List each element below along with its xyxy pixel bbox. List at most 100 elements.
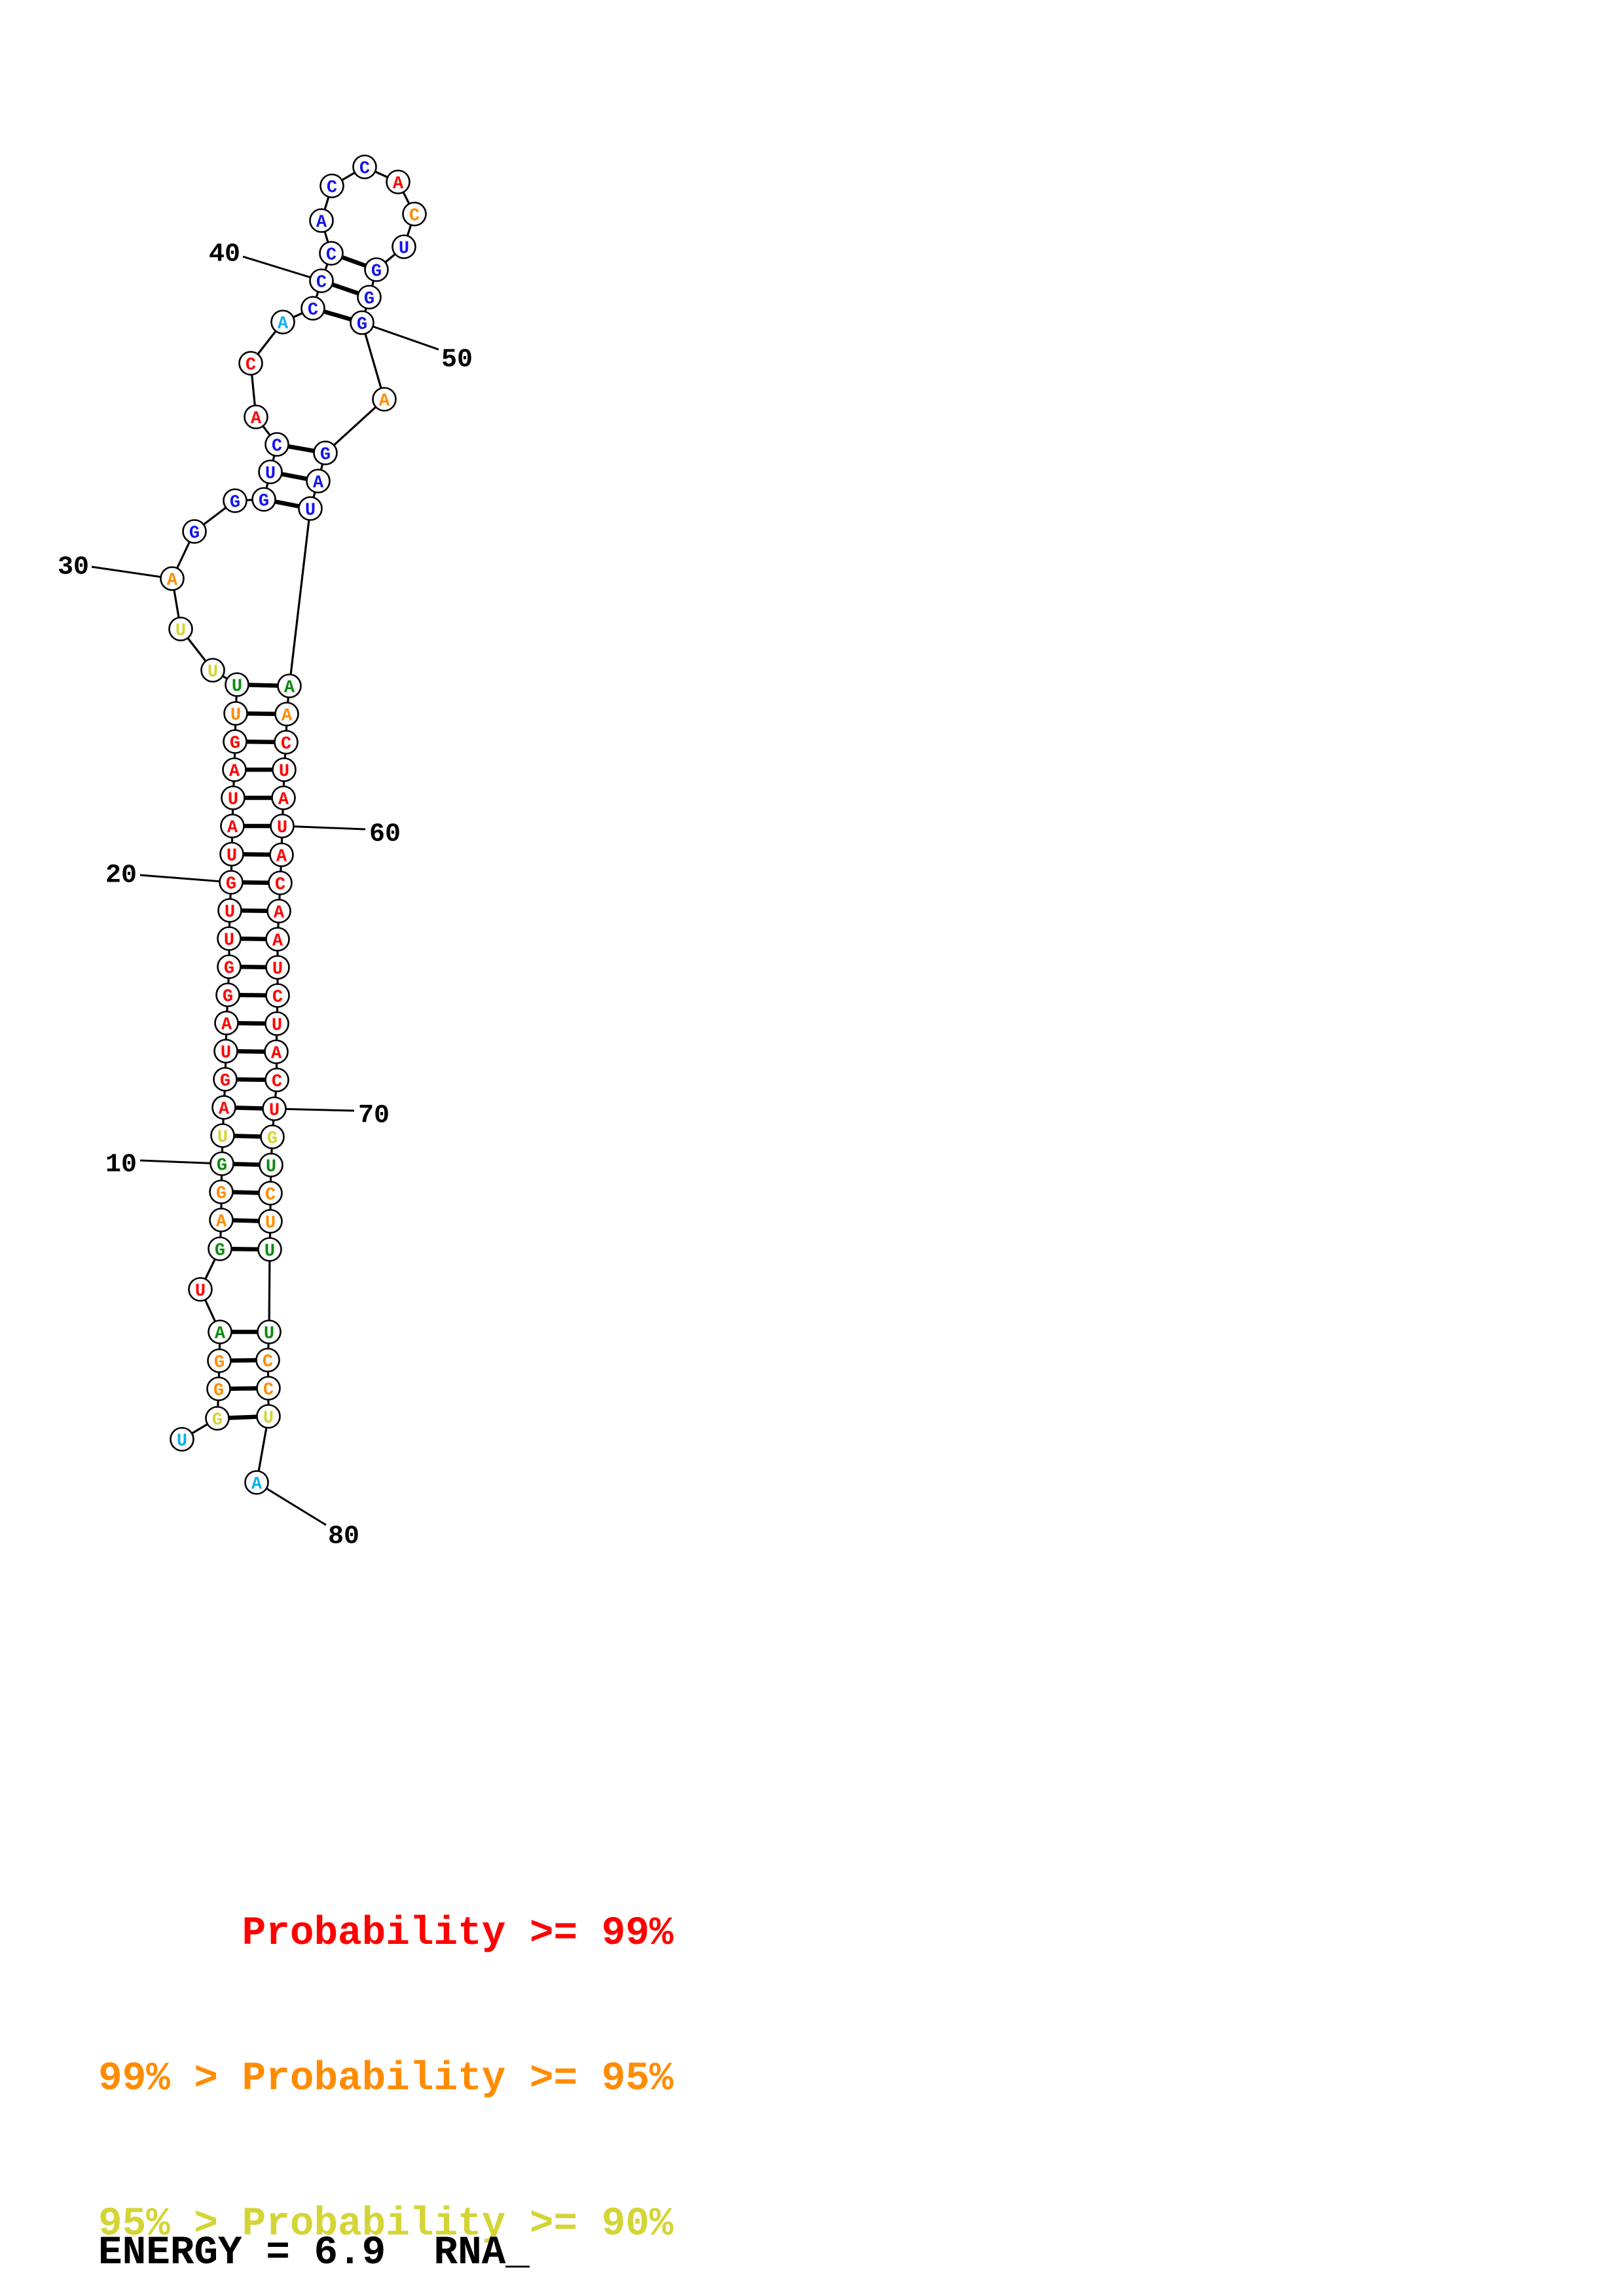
nucleotide-base: A	[219, 1100, 230, 1120]
position-leader-line	[256, 1481, 327, 1526]
nucleotide-base: U	[277, 819, 287, 838]
nucleotide-base: U	[208, 663, 218, 683]
nucleotide-base: U	[305, 501, 316, 521]
position-label: 20	[105, 861, 137, 890]
nucleotide-base: U	[265, 465, 276, 484]
nucleotide-circle	[251, 487, 276, 512]
nucleotide-circle	[257, 1237, 282, 1262]
nucleotide-base: G	[217, 1157, 227, 1176]
nucleotide-circle	[244, 1470, 269, 1495]
nucleotide-circle	[372, 387, 397, 412]
nucleotide-circle	[269, 842, 294, 867]
backbone-bond	[268, 1249, 271, 1333]
nucleotide-circle	[352, 154, 377, 179]
nucleotide-circle	[301, 296, 325, 321]
nucleotide-circle	[259, 1153, 283, 1177]
nucleotide-base: G	[364, 290, 374, 310]
nucleotide-base: G	[220, 1072, 230, 1092]
nucleotide-circle	[211, 1095, 236, 1120]
nucleotide-base: G	[230, 493, 240, 513]
nucleotide-base: U	[272, 1016, 282, 1036]
nucleotide-circle	[265, 955, 290, 980]
nucleotide-base: A	[227, 819, 238, 838]
position-label: 30	[58, 552, 89, 582]
nucleotide-circle	[258, 1209, 283, 1234]
nucleotide-circle	[264, 1067, 289, 1092]
nucleotide-base: C	[316, 274, 327, 293]
nucleotide-base: U	[399, 240, 409, 259]
nucleotide-base: C	[272, 1073, 282, 1092]
position-label: 10	[105, 1150, 137, 1179]
nucleotide-base: U	[232, 677, 242, 697]
nucleotide-base: C	[263, 1353, 273, 1372]
nucleotide-circle	[220, 814, 245, 838]
nucleotide-base: U	[217, 1128, 228, 1148]
nucleotide-circle	[264, 432, 289, 457]
nucleotide-circle	[257, 1319, 282, 1344]
nucleotide-base: A	[284, 679, 295, 698]
nucleotide-circle	[264, 1039, 289, 1064]
nucleotide-base: A	[271, 1045, 282, 1064]
nucleotide-circle	[319, 173, 344, 198]
nucleotide-circle	[402, 202, 427, 226]
nucleotide-base: C	[281, 735, 291, 755]
nucleotide-circle	[209, 1208, 234, 1232]
nucleotide-base: A	[393, 175, 404, 194]
nucleotide-base: U	[266, 1158, 276, 1177]
nucleotide-circle	[208, 1319, 232, 1344]
nucleotide-base: A	[272, 932, 283, 952]
nucleotide-base: C	[272, 988, 283, 1008]
nucleotide-base: U	[269, 1102, 280, 1121]
nucleotide-base: A	[251, 410, 262, 429]
nucleotide-base: U	[177, 1432, 187, 1452]
nucleotide-circle	[386, 170, 410, 194]
nucleotide-base: G	[216, 1185, 227, 1204]
nucleotide-base: U	[221, 1044, 231, 1064]
nucleotide-circle	[258, 459, 283, 484]
nucleotide-base: A	[215, 1325, 226, 1344]
nucleotide-circle	[271, 785, 296, 810]
backbone-bond	[324, 398, 386, 454]
nucleotide-circle	[214, 1011, 239, 1035]
nucleotide-circle	[219, 870, 244, 895]
nucleotide-base: U	[195, 1282, 206, 1302]
nucleotide-circle	[298, 496, 323, 521]
nucleotide-base: C	[327, 179, 337, 198]
nucleotide-base: C	[263, 1381, 274, 1401]
nucleotide-base: A	[276, 848, 287, 867]
nucleotide-base: U	[263, 1409, 274, 1429]
nucleotide-circle	[277, 673, 302, 698]
nucleotide-circle	[258, 1181, 283, 1206]
nucleotide-base: G	[357, 315, 367, 335]
nucleotide-base: A	[282, 707, 293, 726]
nucleotide-circle	[168, 617, 193, 641]
nucleotide-circle	[209, 1179, 234, 1204]
nucleotide-circle	[265, 927, 290, 952]
nucleotide-circle	[223, 729, 247, 754]
nucleotide-circle	[219, 842, 244, 867]
nucleotide-base: G	[267, 1130, 278, 1149]
nucleotide-circle	[225, 672, 249, 697]
nucleotide-base: U	[227, 847, 237, 867]
nucleotide-base: U	[265, 1214, 276, 1234]
nucleotide-circle	[215, 982, 240, 1007]
nucleotide-circle	[350, 310, 374, 335]
nucleotide-circle	[274, 702, 299, 726]
nucleotide-circle	[222, 757, 247, 782]
nucleotide-base: C	[265, 1186, 276, 1206]
nucleotide-circle	[256, 1376, 281, 1401]
nucleotide-base: G	[320, 446, 331, 465]
legend-row-99: Probability >= 99%	[98, 1911, 674, 1956]
nucleotide-circle	[265, 983, 290, 1008]
nucleotide-base: G	[223, 988, 233, 1007]
nucleotide-circle	[270, 310, 295, 334]
nucleotide-base: G	[226, 875, 236, 895]
nucleotide-base: U	[230, 706, 241, 726]
nucleotide-base: U	[225, 903, 235, 923]
nucleotide-circle	[256, 1404, 281, 1429]
nucleotide-circle	[188, 1277, 213, 1302]
nucleotide-base: U	[272, 960, 283, 980]
nucleotide-circle	[238, 351, 263, 376]
energy-label: ENERGY = 6.9 RNA_	[98, 2231, 530, 2276]
